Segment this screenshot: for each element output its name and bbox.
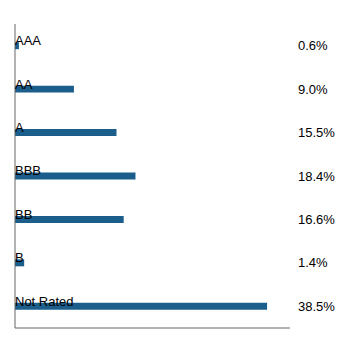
svg-text:AAA: AAA <box>15 33 41 48</box>
svg-text:1.4%: 1.4% <box>298 255 328 270</box>
svg-text:Not Rated: Not Rated <box>15 294 74 309</box>
svg-text:38.5%: 38.5% <box>298 299 335 314</box>
svg-text:BBB: BBB <box>15 163 41 178</box>
svg-text:B: B <box>15 250 24 265</box>
svg-text:16.6%: 16.6% <box>298 212 335 227</box>
svg-text:0.6%: 0.6% <box>298 38 328 53</box>
svg-text:15.5%: 15.5% <box>298 125 335 140</box>
svg-text:AA: AA <box>15 77 33 92</box>
svg-text:9.0%: 9.0% <box>298 82 328 97</box>
svg-text:A: A <box>15 120 24 135</box>
svg-text:18.4%: 18.4% <box>298 169 335 184</box>
svg-text:BB: BB <box>15 207 32 222</box>
